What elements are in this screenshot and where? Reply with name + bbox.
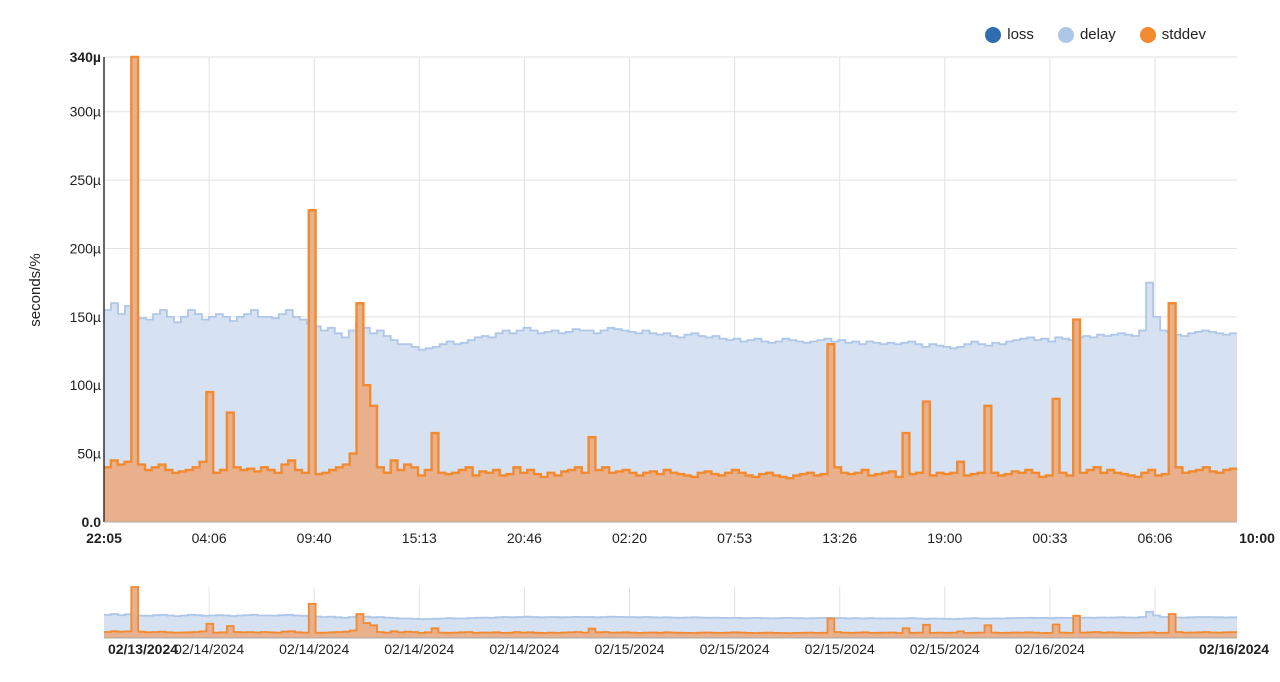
x-tick-label: 09:40: [297, 530, 332, 546]
line-stddev: [104, 55, 1237, 480]
x-tick-label: 06:06: [1137, 530, 1172, 546]
series-areas: [104, 55, 1237, 522]
y-tick-label: 0.0: [82, 514, 102, 530]
legend-item-delay[interactable]: delay: [1057, 26, 1116, 43]
overview-x-tick-label: 02/15/2024: [594, 641, 664, 657]
legend-item-stddev[interactable]: stddev: [1139, 26, 1206, 43]
overview-x-tick-label: 02/14/2024: [384, 641, 454, 657]
legend-label-loss: loss: [1007, 26, 1034, 43]
y-tick-label: 200µ: [70, 240, 101, 256]
x-tick-label: 04:06: [192, 530, 227, 546]
y-tick-label: 250µ: [70, 172, 101, 188]
overview-x-tick-label: 02/14/2024: [489, 641, 559, 657]
legend-dot-loss-icon: [985, 26, 1002, 43]
y-tick-label: 340µ: [70, 49, 101, 65]
overview-x-tick-label: 02/15/2024: [805, 641, 875, 657]
x-tick-label: 22:05: [86, 530, 122, 546]
overview-x-tick-label: 02/14/2024: [174, 641, 244, 657]
overview-x-tick-label: 02/14/2024: [279, 641, 349, 657]
x-tick-label: 07:53: [717, 530, 752, 546]
overview-line-stddev: [104, 586, 1237, 635]
x-tick-label: 20:46: [507, 530, 542, 546]
x-tick-label: 00:33: [1032, 530, 1067, 546]
legend: loss delay stddev: [985, 26, 1206, 43]
x-tick-label: 19:00: [927, 530, 962, 546]
y-tick-label: 50µ: [77, 446, 101, 462]
overview-line-delay: [104, 610, 1237, 620]
overview-x-tick-label: 02/15/2024: [700, 641, 770, 657]
y-tick-label: 150µ: [70, 309, 101, 325]
line-delay: [104, 281, 1237, 351]
legend-item-loss[interactable]: loss: [985, 26, 1034, 43]
legend-label-delay: delay: [1079, 26, 1116, 43]
x-tick-label: 10:00: [1239, 530, 1275, 546]
x-tick-label: 15:13: [402, 530, 437, 546]
overview-x-tick-label: 02/16/2024: [1199, 641, 1269, 657]
legend-dot-stddev-icon: [1139, 26, 1156, 43]
legend-label-stddev: stddev: [1161, 26, 1206, 43]
y-axis-label: seconds/%: [27, 253, 44, 326]
overview-x-tick-label: 02/16/2024: [1015, 641, 1085, 657]
y-tick-label: 300µ: [70, 104, 101, 120]
area-delay: [104, 282, 1237, 522]
overview-x-tick-label: 02/15/2024: [910, 641, 980, 657]
overview-x-tick-label: 02/13/2024: [108, 641, 178, 657]
legend-dot-delay-icon: [1057, 26, 1074, 43]
area-stddev: [104, 57, 1237, 522]
x-tick-label: 02:20: [612, 530, 647, 546]
y-tick-label: 100µ: [70, 377, 101, 393]
x-tick-label: 13:26: [822, 530, 857, 546]
axes: 0.0 50µ 100µ 150µ 200µ 250µ 300µ 340µ 22:05 04:06…: [70, 49, 1276, 546]
